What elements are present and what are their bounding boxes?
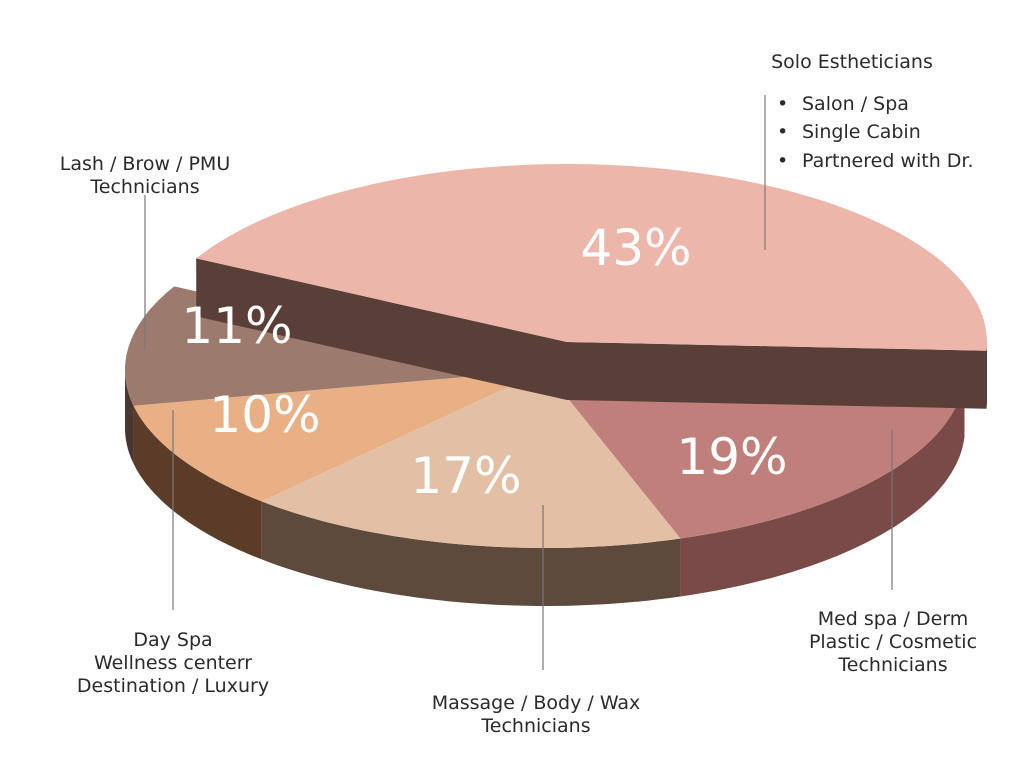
- slice-1-top: [545, 370, 965, 539]
- pct-label-medspa: 19%: [676, 428, 787, 486]
- pct-label-massage: 17%: [410, 447, 521, 505]
- label-solo-item: Partnered with Dr.: [802, 150, 974, 172]
- label-solo-item: Single Cabin: [802, 121, 921, 143]
- slice-0-wall: [196, 258, 567, 400]
- label-dayspa: Day Spa: [133, 629, 212, 651]
- label-massage: Massage / Body / Wax: [432, 692, 641, 714]
- slice-0-side: [986, 342, 987, 409]
- label-solo-item: Salon / Spa: [802, 93, 909, 115]
- pie-tops: [125, 286, 965, 548]
- slice-3-top: [133, 370, 545, 502]
- slice-3-side: [133, 405, 262, 560]
- slice-2-side: [261, 501, 681, 606]
- label-solo-title: Solo Estheticians: [771, 51, 933, 73]
- slice-4-side: [125, 370, 134, 464]
- label-medspa: Plastic / Cosmetic: [809, 631, 977, 653]
- exploded-slice: [196, 164, 987, 409]
- bullet: •: [777, 150, 788, 172]
- bullet: •: [777, 93, 788, 115]
- label-massage: Technicians: [480, 715, 590, 737]
- slice-2-top: [261, 370, 681, 548]
- slice-0-wall: [567, 342, 987, 409]
- pct-label-dayspa: 10%: [209, 386, 320, 444]
- label-medspa: Med spa / Derm: [818, 608, 969, 630]
- label-lash: Technicians: [89, 176, 199, 198]
- slice-1-side: [680, 378, 965, 597]
- pct-label-solo: 43%: [580, 219, 691, 277]
- label-dayspa: Destination / Luxury: [77, 675, 269, 697]
- slice-0-top: [196, 164, 987, 351]
- pie-sides: [125, 370, 965, 606]
- bullet: •: [777, 121, 788, 143]
- label-lash: Lash / Brow / PMU: [60, 153, 230, 175]
- label-dayspa: Wellness centerr: [94, 652, 252, 674]
- label-medspa: Technicians: [837, 654, 947, 676]
- pct-label-lash: 11%: [181, 297, 292, 355]
